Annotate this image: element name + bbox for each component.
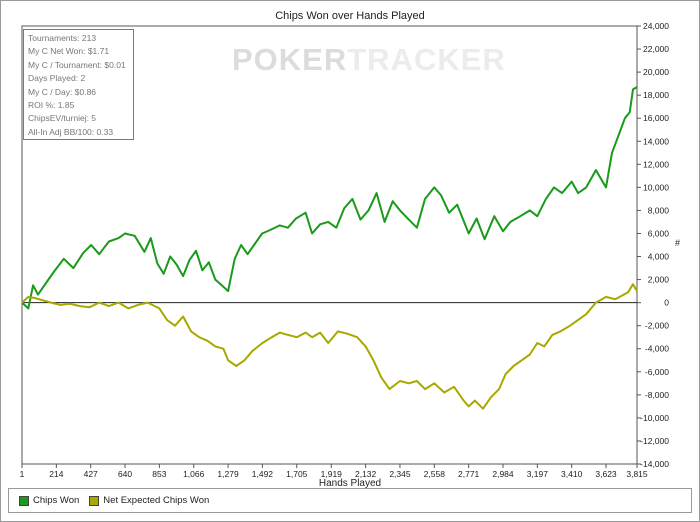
y-tick-label: 22,000 <box>643 44 669 54</box>
y-tick-label: 20,000 <box>643 67 669 77</box>
x-tick-label: 3,815 <box>626 469 648 479</box>
x-tick-label: 2,984 <box>492 469 514 479</box>
x-tick-label: 3,623 <box>595 469 617 479</box>
y-tick-label: -4,000 <box>645 344 669 354</box>
stat-per-tournament: My C / Tournament: $0.01 <box>28 59 126 70</box>
series-line-chips-won <box>21 86 638 310</box>
watermark-poker: POKER <box>232 42 348 77</box>
x-tick-label: 1,492 <box>252 469 274 479</box>
legend: Chips Won Net Expected Chips Won <box>8 488 692 513</box>
y-tick-label: -14,000 <box>640 459 669 469</box>
y-tick-label: -6,000 <box>645 367 669 377</box>
x-tick-label: 853 <box>152 469 166 479</box>
x-tick-label: 1,705 <box>286 469 308 479</box>
watermark-tracker: TRACKER <box>347 42 506 77</box>
x-tick-label: 2,558 <box>424 469 446 479</box>
x-tick-label: 2,345 <box>389 469 411 479</box>
legend-item-net-expected[interactable]: Net Expected Chips Won <box>89 495 209 506</box>
y-tick-label: 12,000 <box>643 159 669 169</box>
x-tick-label: 640 <box>118 469 132 479</box>
x-tick-label: 3,197 <box>527 469 549 479</box>
y-tick-label: 24,000 <box>643 21 669 31</box>
x-tick-label: 2,132 <box>355 469 377 479</box>
y-axis-label: # <box>675 238 681 248</box>
series-line-net-expected <box>21 283 638 410</box>
stat-net-won: My C Net Won: $1.71 <box>28 46 110 57</box>
y-tick-label: 0 <box>664 298 669 308</box>
y-tick-label: 6,000 <box>648 228 670 238</box>
x-axis-label: Hands Played <box>318 478 382 489</box>
y-tick-label: 10,000 <box>643 182 669 192</box>
x-tick-label: 1 <box>20 469 25 479</box>
y-tick-label: 4,000 <box>648 252 670 262</box>
y-tick-label: 14,000 <box>643 136 669 146</box>
legend-swatch-net-expected <box>89 495 100 506</box>
y-tick-label: 2,000 <box>648 275 670 285</box>
y-tick-label: 8,000 <box>648 205 670 215</box>
y-tick-label: -10,000 <box>640 413 669 423</box>
stat-chipsev: ChipsEV/turniej: 5 <box>28 113 97 124</box>
y-tick-label: -8,000 <box>645 390 669 400</box>
x-tick-label: 2,771 <box>458 469 480 479</box>
y-tick-label: -2,000 <box>645 321 669 331</box>
legend-label-net-expected: Net Expected Chips Won <box>103 495 210 506</box>
legend-label-chips-won: Chips Won <box>33 495 80 506</box>
legend-swatch-chips-won <box>19 495 29 506</box>
plot-border <box>21 25 638 465</box>
watermark-logo: POKERTRACKER <box>232 42 506 78</box>
x-tick-label: 214 <box>49 469 63 479</box>
stat-days-played: Days Played: 2 <box>28 73 86 84</box>
y-tick-label: 18,000 <box>643 90 669 100</box>
x-tick-label: 1,919 <box>321 469 343 479</box>
x-tick-label: 427 <box>84 469 98 479</box>
x-tick-label: 1,066 <box>183 469 205 479</box>
stat-allin-adj: All-In Adj BB/100: 0.33 <box>28 126 114 137</box>
stat-per-day: My C / Day: $0.86 <box>28 86 97 97</box>
legend-item-chips-won[interactable]: Chips Won <box>19 495 79 506</box>
x-tick-label: 3,410 <box>561 469 583 479</box>
x-tick-label: 1,279 <box>217 469 239 479</box>
y-tick-label: -12,000 <box>640 436 669 446</box>
stats-box: Tournaments: 213 My C Net Won: $1.71 My … <box>23 29 134 140</box>
stat-roi: ROI %: 1.85 <box>28 100 75 111</box>
chart-title: Chips Won over Hands Played <box>275 10 425 22</box>
stat-tournaments: Tournaments: 213 <box>28 33 97 43</box>
y-tick-label: 16,000 <box>643 113 669 123</box>
